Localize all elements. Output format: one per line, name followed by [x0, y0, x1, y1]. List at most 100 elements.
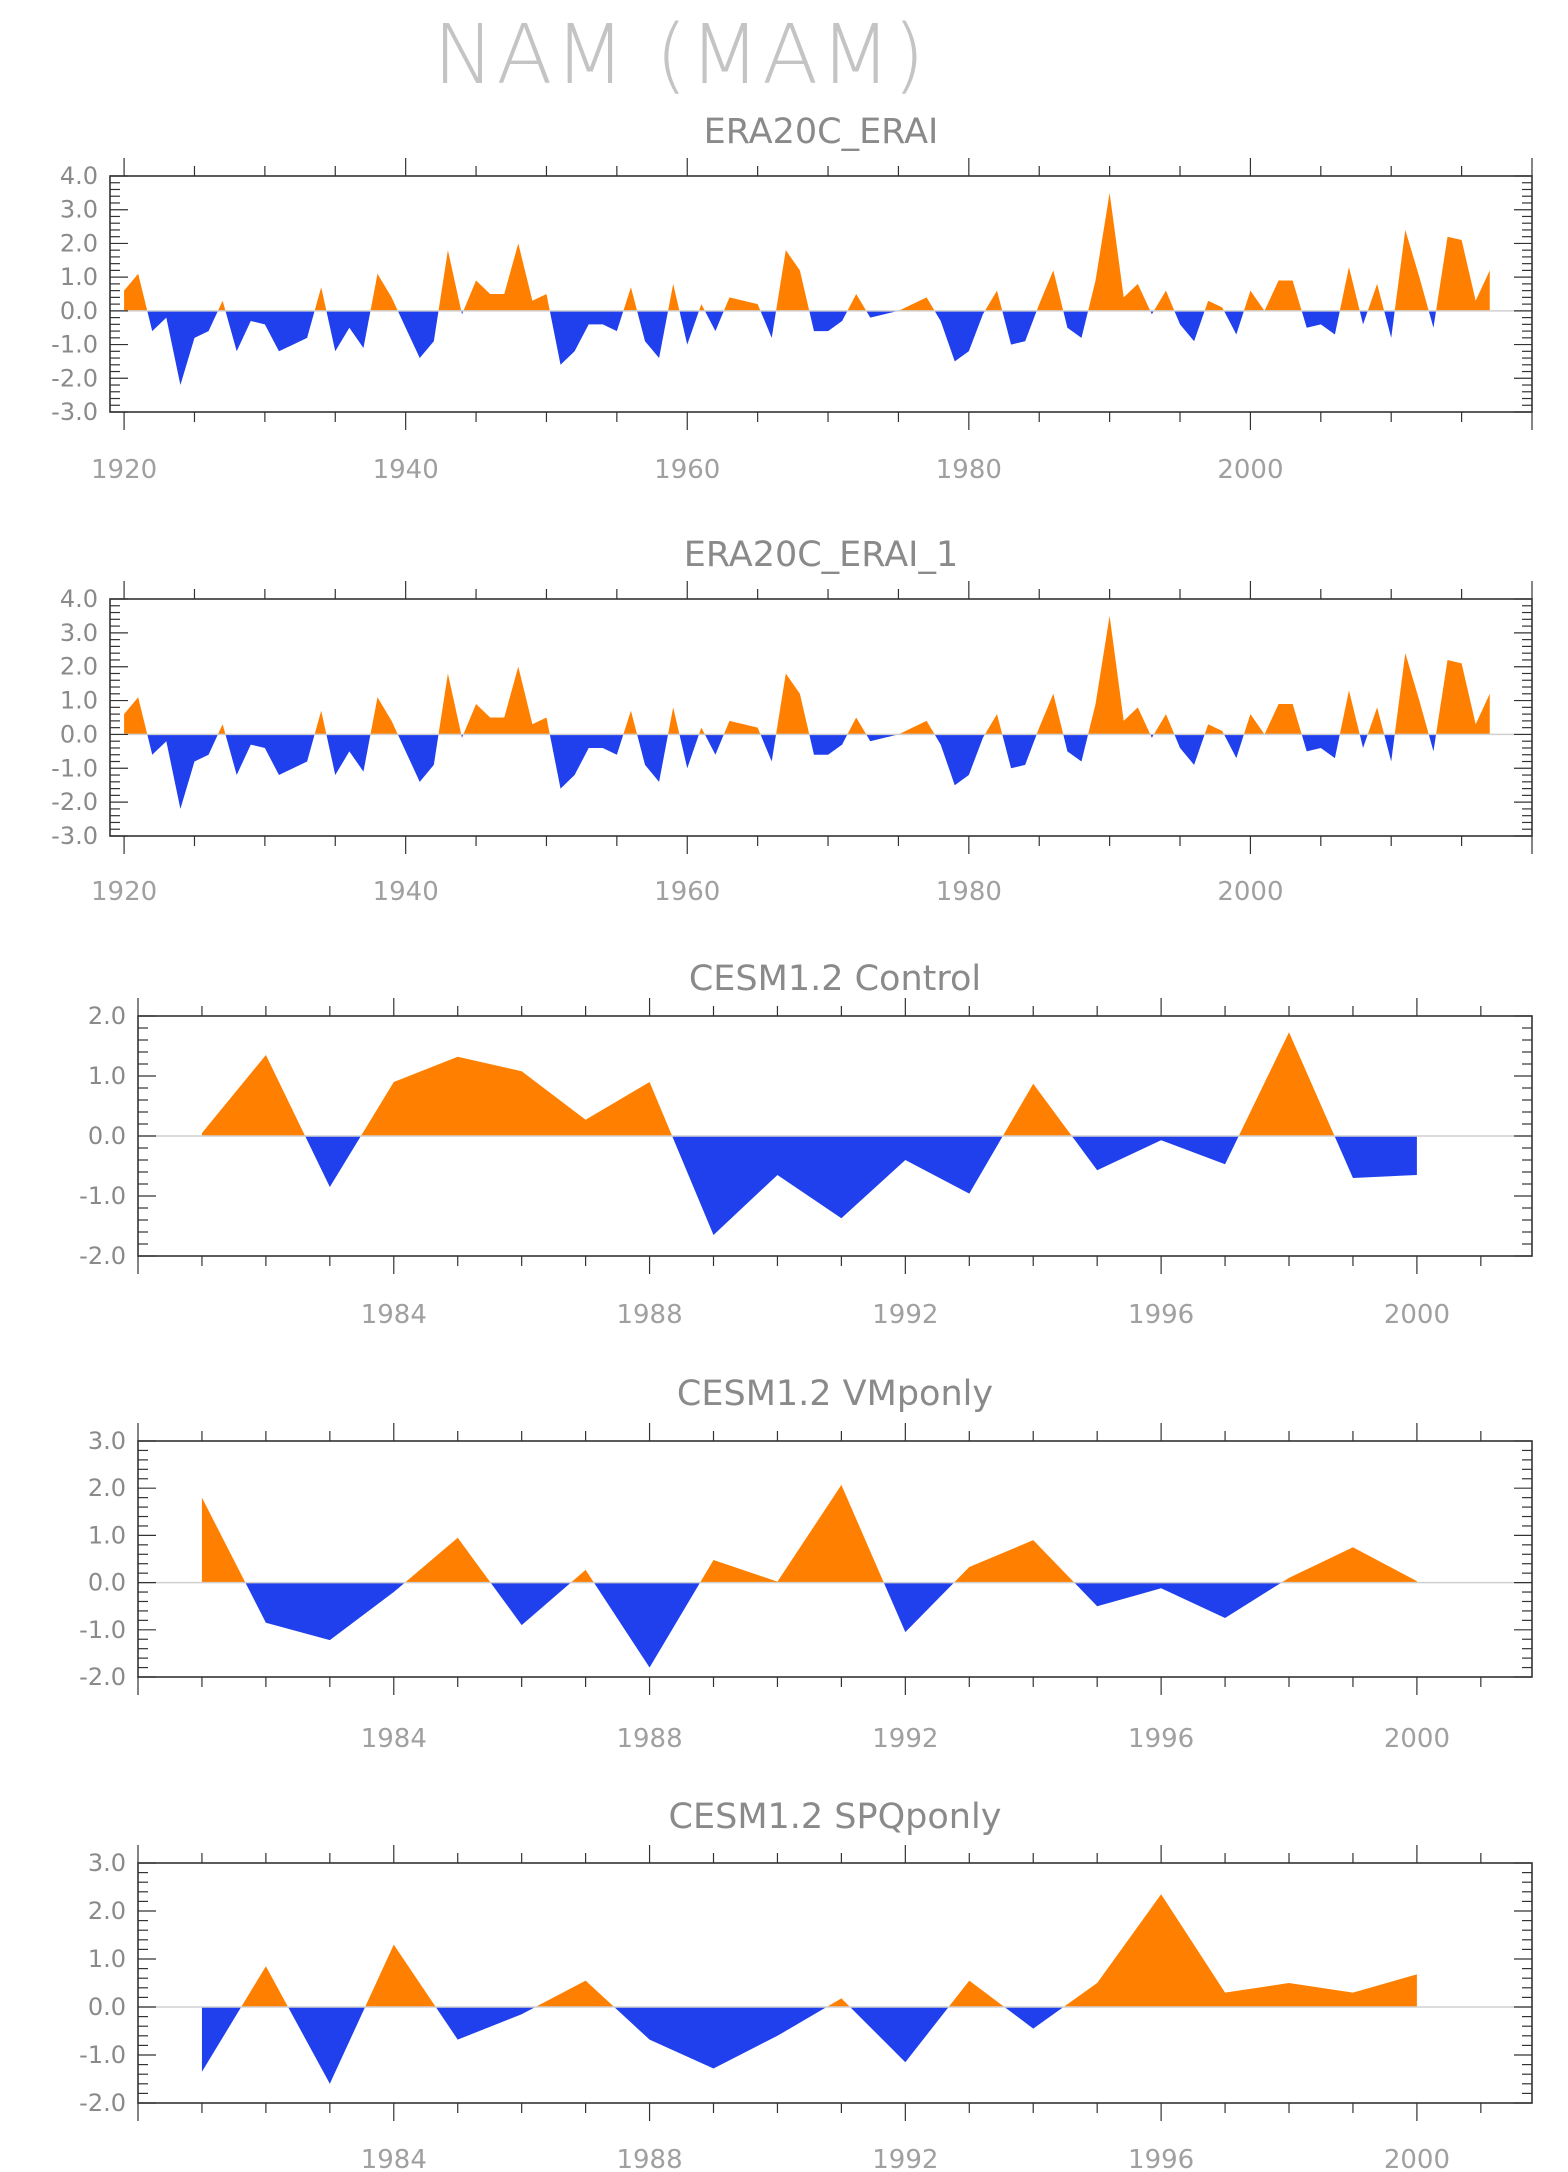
- x-tick-label: 1980: [936, 877, 1002, 907]
- negative-area: [1002, 310, 1037, 345]
- x-tick-label: 1960: [654, 877, 720, 907]
- positive-area: [723, 297, 761, 311]
- negative-area: [1428, 734, 1437, 752]
- positive-area: [1238, 1032, 1335, 1136]
- x-tick-label: 2000: [1217, 877, 1283, 907]
- negative-area: [225, 310, 315, 352]
- negative-area: [1334, 1136, 1417, 1178]
- y-tick-label: 2.0: [60, 229, 98, 257]
- positive-area: [1339, 690, 1360, 735]
- y-tick-label: 0.0: [88, 1569, 126, 1597]
- positive-area: [776, 250, 810, 311]
- positive-area: [1436, 236, 1490, 311]
- negative-area: [1301, 310, 1340, 335]
- positive-area: [623, 287, 638, 311]
- negative-area: [397, 734, 439, 782]
- positive-area: [463, 243, 550, 311]
- negative-area: [637, 310, 669, 359]
- positive-area: [438, 673, 462, 735]
- plot-frame: [137, 1862, 1533, 2104]
- negative-area: [704, 310, 724, 332]
- negative-area: [614, 2007, 827, 2069]
- negative-area: [549, 310, 624, 365]
- negative-area: [1224, 734, 1244, 759]
- chart-panel: CESM1.2 SPQponly 3.0 2.0 1.0 0.0 -1.0 -2.0 1984…: [79, 1797, 1533, 2172]
- panel-title: ERA20C_ERAI_1: [684, 535, 958, 575]
- positive-area: [241, 1966, 289, 2007]
- positive-area: [370, 273, 398, 311]
- negative-area: [326, 310, 371, 352]
- positive-area: [1036, 270, 1064, 311]
- positive-area: [623, 710, 638, 735]
- negative-area: [490, 1582, 571, 1626]
- plot-frame: [109, 598, 1533, 837]
- positive-area: [314, 710, 327, 735]
- plot-frame: [137, 1440, 1533, 1678]
- positive-area: [668, 283, 680, 311]
- negative-area: [850, 2007, 949, 2063]
- negative-area: [147, 734, 218, 809]
- negative-area: [1384, 734, 1395, 762]
- y-tick-label: -1.0: [79, 1182, 126, 1210]
- chart-panel: CESM1.2 Control 2.0 1.0 0.0 -1.0 -2.0 1984 1988…: [79, 959, 1533, 1330]
- positive-area: [723, 720, 761, 735]
- positive-area: [1243, 280, 1302, 311]
- x-tick-label: 1940: [373, 455, 439, 485]
- x-tick-label: 1980: [936, 455, 1002, 485]
- negative-area: [1174, 734, 1205, 765]
- y-tick-label: 0.0: [88, 1993, 126, 2021]
- positive-area: [1002, 1083, 1072, 1136]
- positive-area: [898, 720, 935, 735]
- negative-area: [809, 310, 848, 332]
- negative-area: [1359, 310, 1368, 325]
- y-tick-label: 1.0: [60, 263, 98, 291]
- positive-area: [984, 714, 1003, 735]
- positive-area: [1436, 659, 1490, 735]
- negative-area: [1174, 310, 1205, 342]
- positive-area: [360, 1056, 673, 1136]
- y-tick-label: 0.0: [88, 1122, 126, 1150]
- positive-area: [1394, 653, 1429, 735]
- y-tick-label: -3.0: [51, 398, 98, 426]
- negative-area: [866, 734, 899, 742]
- x-tick-label: 2000: [1384, 1724, 1450, 1754]
- x-tick-label: 1996: [1128, 1300, 1194, 1330]
- negative-area: [435, 2007, 536, 2040]
- y-tick-label: -2.0: [79, 1242, 126, 1270]
- positive-area: [1204, 724, 1225, 735]
- x-tick-label: 2000: [1384, 1300, 1450, 1330]
- y-tick-label: -1.0: [51, 754, 98, 782]
- panel-title: ERA20C_ERAI: [704, 112, 939, 152]
- positive-area: [370, 697, 398, 735]
- y-tick-label: -1.0: [51, 331, 98, 359]
- positive-area: [1339, 267, 1360, 311]
- negative-area: [147, 310, 218, 386]
- x-tick-label: 1920: [91, 877, 157, 907]
- positive-area: [1367, 707, 1385, 735]
- positive-area: [1153, 714, 1175, 735]
- y-tick-label: 1.0: [88, 1062, 126, 1090]
- y-tick-label: -3.0: [51, 822, 98, 850]
- chart-panel: ERA20C_ERAI 4.0 3.0 2.0 1.0 0.0 -1.0 -2.0 -3.0 19…: [51, 112, 1533, 485]
- negative-area: [461, 310, 464, 315]
- negative-area: [1004, 2007, 1064, 2029]
- negative-area: [1301, 734, 1340, 759]
- positive-area: [984, 290, 1003, 311]
- positive-area: [776, 673, 810, 735]
- positive-area: [668, 707, 680, 735]
- negative-area: [201, 2007, 242, 2072]
- positive-area: [124, 697, 148, 735]
- positive-area: [948, 1980, 1005, 2007]
- negative-area: [1074, 1582, 1282, 1618]
- positive-area: [1153, 290, 1175, 311]
- positive-area: [314, 287, 327, 311]
- positive-area: [438, 250, 462, 311]
- y-tick-label: 1.0: [60, 687, 98, 715]
- positive-area: [404, 1537, 491, 1583]
- positive-area: [1036, 693, 1064, 735]
- x-tick-label: 1992: [872, 2145, 938, 2172]
- positive-area: [1367, 283, 1385, 311]
- y-tick-label: 2.0: [88, 1002, 126, 1030]
- plot-frame: [109, 175, 1533, 413]
- y-tick-label: 4.0: [60, 585, 98, 613]
